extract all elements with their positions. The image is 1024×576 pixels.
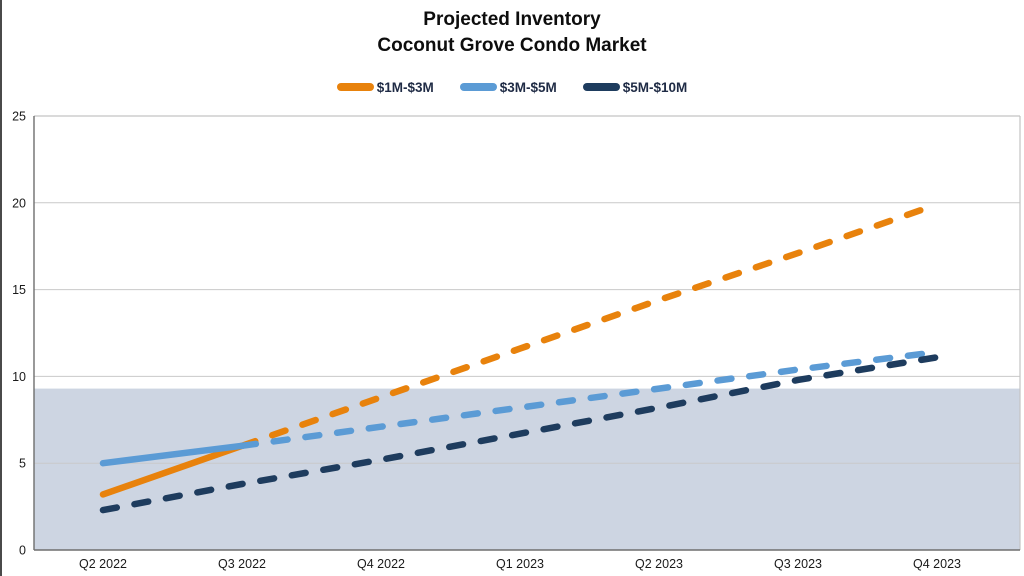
legend-item-3m-5m: $3M-$5M xyxy=(459,79,557,95)
x-tick-label: Q2 2023 xyxy=(635,557,683,571)
window-left-edge xyxy=(0,0,2,576)
legend-swatch-1m-3m xyxy=(336,83,374,91)
y-tick-label: 15 xyxy=(12,283,26,297)
x-tick-label: Q1 2023 xyxy=(496,557,544,571)
x-tick-label: Q4 2023 xyxy=(913,557,961,571)
chart-subtitle: Coconut Grove Condo Market xyxy=(377,35,647,56)
series-line-solid-3m-5m xyxy=(99,442,246,467)
x-tick-label: Q2 2022 xyxy=(79,557,127,571)
legend-label-3m-5m: $3M-$5M xyxy=(499,79,557,95)
x-tick-label: Q3 2023 xyxy=(774,557,822,571)
chart-legend: $1M-$3M $3M-$5M $5M-$10M xyxy=(0,78,1024,96)
legend-swatch-3m-5m xyxy=(459,83,497,91)
series-line-dashed-1m-3m xyxy=(238,201,941,450)
legend-item-5m-10m: $5M-$10M xyxy=(582,79,688,95)
legend-label-5m-10m: $5M-$10M xyxy=(622,79,688,95)
legend-label-1m-3m: $1M-$3M xyxy=(376,79,434,95)
y-tick-label: 5 xyxy=(19,457,26,471)
legend-item-1m-3m: $1M-$3M xyxy=(336,79,434,95)
y-tick-label: 0 xyxy=(19,544,26,558)
chart-title: Projected Inventory xyxy=(423,9,601,30)
highlight-band xyxy=(34,388,1020,550)
y-tick-label: 10 xyxy=(12,370,26,384)
legend-swatch-5m-10m xyxy=(582,83,620,91)
y-tick-label: 20 xyxy=(12,196,26,210)
chart-title-block: Projected Inventory Coconut Grove Condo … xyxy=(0,7,1024,59)
y-tick-label: 25 xyxy=(12,110,26,124)
series-line-dashed-3m-5m xyxy=(238,348,941,450)
series-line-dashed-5m-10m xyxy=(99,354,941,514)
x-tick-label: Q3 2022 xyxy=(218,557,266,571)
series-line-solid-1m-3m xyxy=(99,442,246,498)
x-tick-label: Q4 2022 xyxy=(357,557,405,571)
